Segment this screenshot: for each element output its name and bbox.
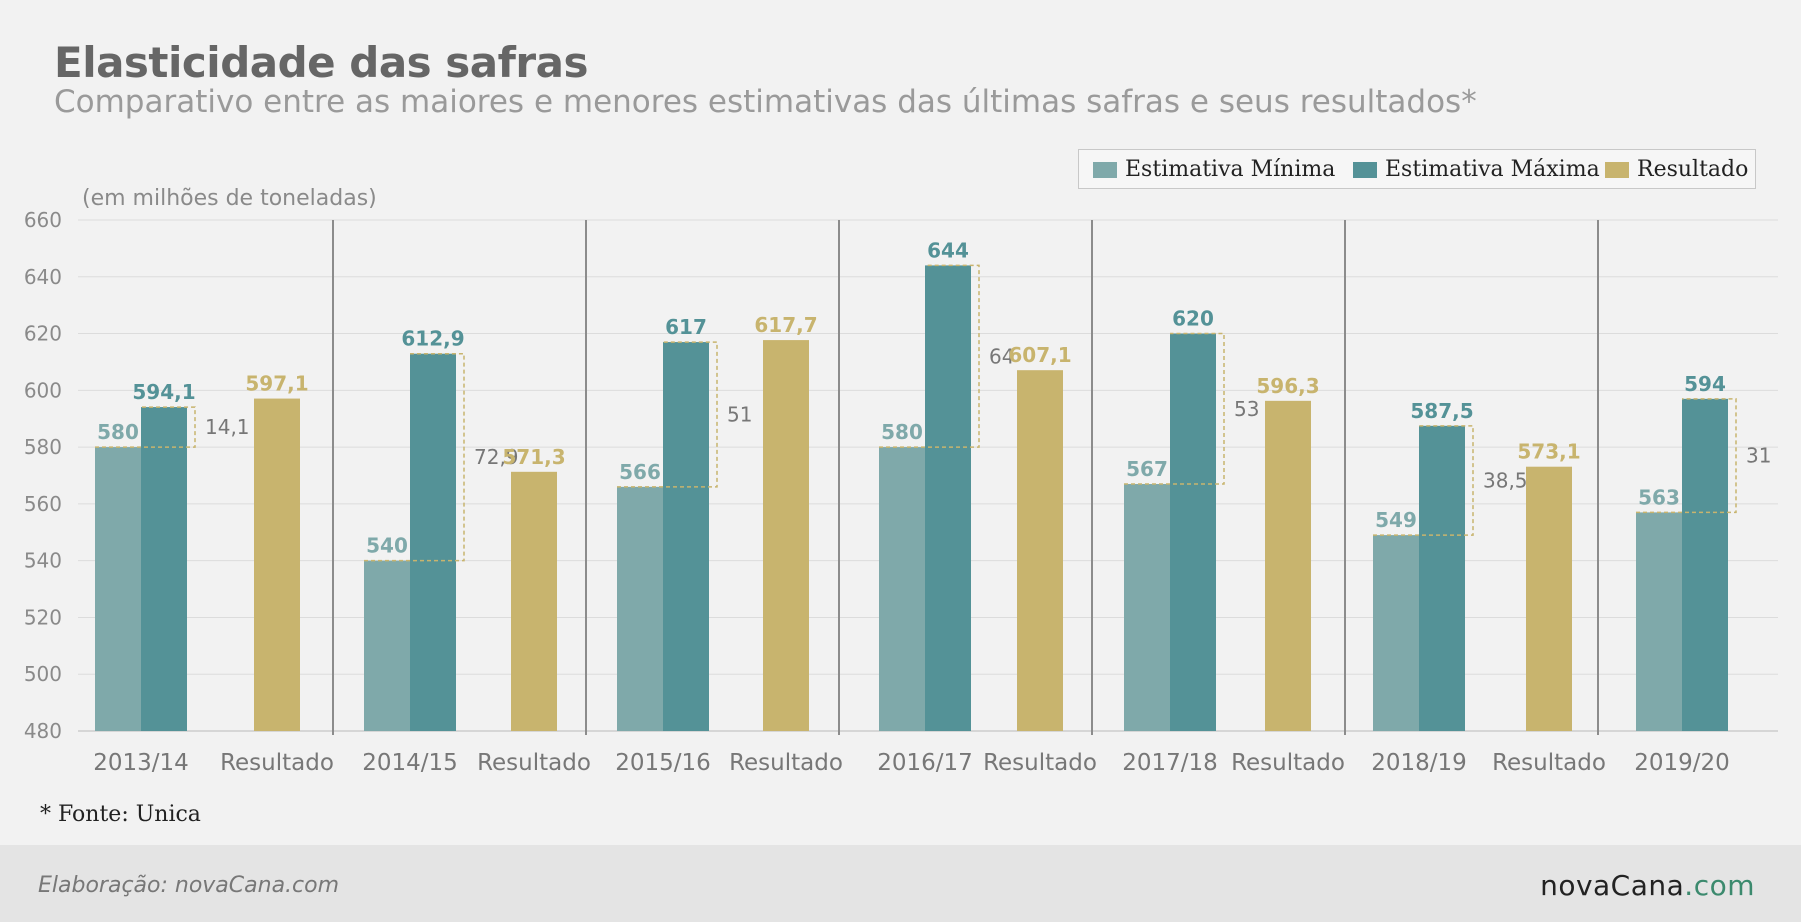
legend-label-result: Resultado <box>1637 157 1749 182</box>
max-value-label: 620 <box>1172 307 1214 331</box>
y-tick-label: 660 <box>24 208 62 232</box>
credit-text: Elaboração: novaCana.com <box>38 873 340 898</box>
range-bracket <box>1636 398 1737 514</box>
bar-result <box>254 398 300 731</box>
bar-min <box>364 560 410 731</box>
bar-max <box>925 265 971 731</box>
legend-label-min: Estimativa Mínima <box>1125 157 1336 182</box>
bar-max <box>1170 333 1216 731</box>
bar-result <box>511 471 557 731</box>
chart-title: Elasticidade das safras <box>54 38 588 87</box>
difference-label: 31 <box>1746 444 1771 468</box>
y-tick-label: 480 <box>24 719 62 743</box>
result-value-label: 597,1 <box>245 372 308 396</box>
y-axis-unit-label: (em milhões de toneladas) <box>82 186 377 211</box>
chart-subtitle: Comparativo entre as maiores e menores e… <box>54 84 1477 120</box>
min-value-label: 567 <box>1126 457 1168 481</box>
novacana-logo: novaCana.com <box>1540 869 1755 902</box>
bar-min <box>1124 484 1170 731</box>
range-bracket <box>879 264 980 448</box>
x-tick-label: Resultado <box>220 750 334 776</box>
logo-main-text: novaCana <box>1540 869 1685 902</box>
logo-suffix-text: .com <box>1684 869 1755 902</box>
bar-min <box>617 486 663 731</box>
difference-label: 53 <box>1234 397 1259 421</box>
y-tick-label: 560 <box>24 492 62 516</box>
result-value-label: 571,3 <box>502 445 565 469</box>
max-value-label: 644 <box>927 238 969 262</box>
difference-label: 51 <box>727 402 752 426</box>
x-tick-label: Resultado <box>1492 750 1606 776</box>
legend-item-max: Estimativa Máxima <box>1353 157 1600 182</box>
x-tick-label: 2014/15 <box>362 750 458 776</box>
y-tick-label: 640 <box>24 265 62 289</box>
bar-max <box>410 353 456 731</box>
legend-swatch-min <box>1093 161 1117 178</box>
x-tick-label: Resultado <box>983 750 1097 776</box>
x-tick-label: Resultado <box>1231 750 1345 776</box>
difference-label: 72,9 <box>474 445 519 469</box>
legend-label-max: Estimativa Máxima <box>1385 157 1600 182</box>
range-bracket <box>1124 332 1225 485</box>
bar-min <box>879 447 925 731</box>
bar-max <box>141 407 187 731</box>
range-bracket <box>364 352 465 562</box>
bar-min <box>1636 512 1682 731</box>
chart-legend: Estimativa Mínima Estimativa Máxima Resu… <box>1078 149 1756 189</box>
max-value-label: 594,1 <box>132 380 195 404</box>
min-value-label: 549 <box>1375 508 1417 532</box>
x-tick-label: 2019/20 <box>1634 750 1730 776</box>
result-value-label: 573,1 <box>1517 440 1580 464</box>
max-value-label: 587,5 <box>1410 399 1473 423</box>
y-tick-label: 520 <box>24 605 62 629</box>
bar-result <box>1265 400 1311 731</box>
source-footnote: * Fonte: Unica <box>40 802 201 827</box>
legend-swatch-max <box>1353 161 1377 178</box>
y-tick-label: 540 <box>24 549 62 573</box>
footer-bar: Elaboração: novaCana.com novaCana.com <box>0 845 1801 922</box>
legend-item-min: Estimativa Mínima <box>1093 157 1335 182</box>
range-bracket <box>95 406 196 448</box>
min-value-label: 563 <box>1638 485 1680 509</box>
y-tick-label: 580 <box>24 435 62 459</box>
min-value-label: 540 <box>366 534 408 558</box>
max-value-label: 612,9 <box>401 327 464 351</box>
result-value-label: 607,1 <box>1008 343 1071 367</box>
x-tick-label: 2017/18 <box>1122 750 1218 776</box>
x-tick-label: Resultado <box>729 750 843 776</box>
bar-max <box>1419 425 1465 731</box>
bar-result <box>763 340 809 731</box>
x-tick-label: 2015/16 <box>615 750 711 776</box>
legend-swatch-result <box>1605 161 1629 178</box>
difference-label: 64 <box>989 344 1014 368</box>
difference-label: 14,1 <box>205 415 250 439</box>
bar-max <box>1682 398 1728 731</box>
y-tick-label: 500 <box>24 662 62 686</box>
x-tick-label: Resultado <box>477 750 591 776</box>
result-value-label: 617,7 <box>754 313 817 337</box>
bar-result <box>1526 466 1572 731</box>
result-value-label: 596,3 <box>1256 374 1319 398</box>
min-value-label: 566 <box>619 460 661 484</box>
legend-item-result: Resultado <box>1605 157 1748 182</box>
range-bracket <box>617 341 718 488</box>
max-value-label: 594 <box>1684 372 1726 396</box>
bar-chart: 480 500 520 540 560 580 600 620 640 660 2013/14 Res… <box>24 208 1778 776</box>
y-tick-label: 620 <box>24 322 62 346</box>
min-value-label: 580 <box>881 420 923 444</box>
bar-result <box>1017 370 1063 731</box>
bar-min <box>1373 535 1419 731</box>
bar-min <box>95 447 141 731</box>
bar-max <box>663 342 709 731</box>
x-tick-label: 2013/14 <box>93 750 189 776</box>
y-tick-label: 600 <box>24 378 62 402</box>
x-tick-label: 2016/17 <box>877 750 973 776</box>
range-bracket <box>1373 425 1474 536</box>
difference-label: 38,5 <box>1483 468 1528 492</box>
min-value-label: 580 <box>97 420 139 444</box>
max-value-label: 617 <box>665 315 707 339</box>
x-tick-label: 2018/19 <box>1371 750 1467 776</box>
